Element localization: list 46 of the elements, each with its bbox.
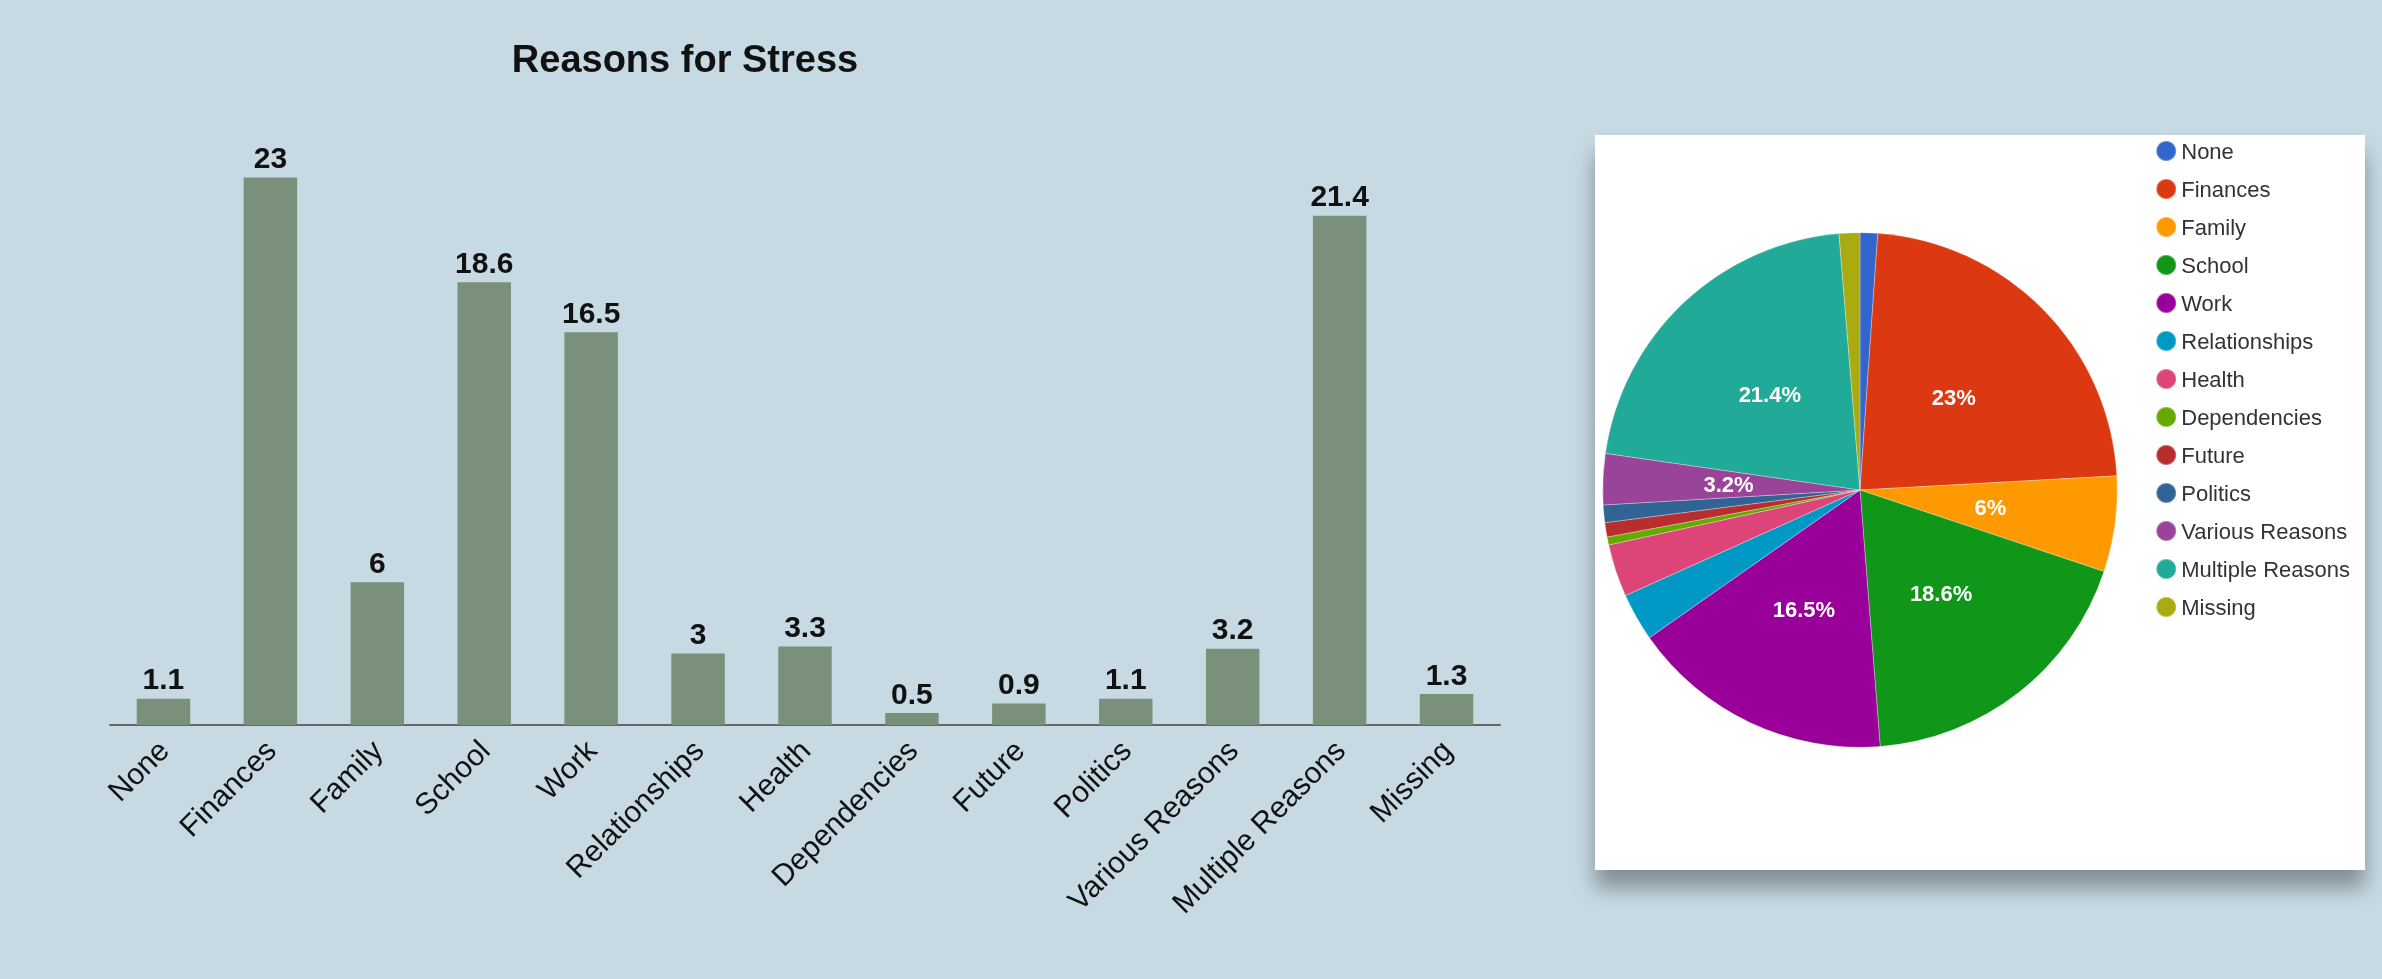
legend-label: Health [2181,366,2245,392]
bar [564,332,618,725]
data-label: 16.5% [1772,596,1836,622]
data-label: 1.1 [1104,662,1147,696]
legend-label: Finances [2181,176,2271,202]
legend-label: Family [2181,214,2247,240]
data-label: 1.3 [1425,657,1468,691]
legend-label: Work [2181,290,2234,316]
bar [992,703,1046,725]
data-label: 18.6% [1909,581,1973,607]
data-label: 21.4 [1310,179,1370,213]
data-label: 3.3 [784,609,826,643]
bar [350,582,405,725]
bar [671,653,725,725]
data-label: 6% [1974,495,2007,521]
data-label: 23% [1931,385,1976,411]
data-label: 6 [368,545,386,579]
legend-label: Relationships [2181,328,2314,354]
bar [1099,698,1153,725]
chart-title: Reasons for Stress [511,38,859,80]
legend-label: Multiple Reasons [2181,556,2350,582]
data-label: 0.9 [997,667,1040,701]
bar [1205,648,1260,725]
bar [885,713,939,725]
data-label: 16.5 [561,295,621,329]
data-label: 1.1 [142,662,185,696]
bar [1419,694,1474,725]
data-label: 3 [689,617,707,651]
bar [778,646,832,725]
legend-label: Politics [2181,480,2251,506]
bar [457,282,511,725]
data-label: 3.2 [1211,612,1254,646]
data-label: 3.2% [1703,471,1754,497]
bar [243,177,298,725]
data-label: 18.6 [455,245,514,279]
bar [1312,215,1367,725]
bar [136,698,191,725]
legend-label: Various Reasons [2181,518,2348,544]
data-label: 0.5 [891,676,933,710]
legend-label: School [2181,252,2249,278]
data-label: 23 [253,141,288,175]
data-label: 21.4% [1738,381,1802,407]
legend-label: None [2181,138,2234,164]
legend-label: Future [2181,442,2245,468]
legend-label: Dependencies [2181,404,2322,430]
legend-label: Missing [2181,594,2256,620]
